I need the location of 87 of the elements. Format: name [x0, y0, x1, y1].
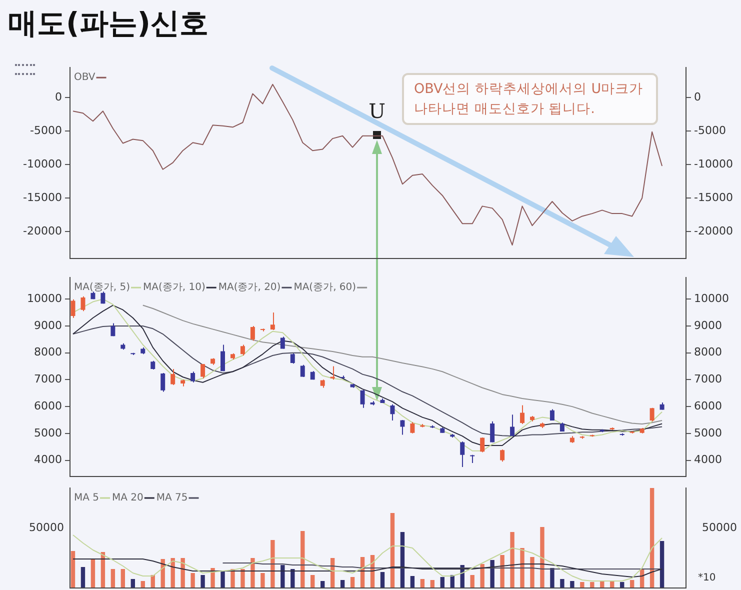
- bar: [510, 532, 514, 588]
- y2-tick-label: 6000: [694, 399, 722, 412]
- bar: [180, 558, 185, 588]
- bar: [130, 579, 135, 588]
- legend-label: OBV: [74, 72, 96, 84]
- y2-tick-label: -10000: [694, 158, 733, 171]
- bar: [120, 569, 126, 588]
- bar: [310, 575, 315, 588]
- bar: [420, 579, 425, 588]
- bar: [580, 582, 584, 588]
- bar: [380, 572, 385, 588]
- y2-tick-label: 9000: [694, 318, 722, 332]
- annotation: OBV선의 하락추세상에서의 U마크가 나타나면 매도신호가 됩니다.: [402, 73, 658, 125]
- bar: [560, 579, 564, 588]
- bar: [140, 581, 145, 588]
- bar: [350, 577, 355, 588]
- bar: [100, 552, 106, 588]
- y-tick-label: -10000: [23, 158, 62, 171]
- y2-tick-label: 7000: [694, 372, 722, 386]
- candlestick: [330, 366, 335, 380]
- legend-label: MA(종가, 60): [294, 282, 356, 294]
- legend-label: MA 20: [112, 492, 144, 504]
- y2-tick-label: 4000: [694, 453, 722, 466]
- text: 50000: [29, 520, 64, 534]
- bar: [490, 560, 494, 588]
- bar: [550, 568, 554, 588]
- y-tick-label: -15000: [23, 191, 62, 204]
- y-tick-label: 9000: [34, 318, 62, 332]
- bar: [570, 581, 574, 588]
- bar: [520, 548, 524, 588]
- bar: [110, 569, 116, 588]
- y2-tick-label: -20000: [694, 224, 733, 238]
- y-tick-label: 10000: [27, 292, 62, 305]
- bar: [590, 582, 594, 588]
- bar: [470, 575, 474, 588]
- bar: [190, 573, 195, 588]
- text: 50000: [702, 520, 737, 534]
- bar: [170, 558, 175, 588]
- y2-tick-label: 10000: [694, 292, 729, 305]
- bar: [630, 580, 634, 588]
- bar: [290, 569, 295, 588]
- text: *10: [698, 572, 716, 584]
- y2-tick-label: -5000: [694, 124, 726, 138]
- bar: [250, 558, 255, 588]
- bar: [300, 531, 305, 588]
- bar: [80, 567, 86, 588]
- bar: [320, 581, 325, 588]
- legend-label: MA 5: [74, 492, 100, 504]
- bar: [440, 577, 444, 588]
- y-tick-label: 8000: [34, 346, 62, 359]
- bar: [340, 580, 345, 588]
- bar: [280, 565, 285, 588]
- bar: [200, 575, 205, 588]
- bar: [220, 571, 225, 588]
- bar: [660, 541, 664, 588]
- bar: [430, 580, 435, 588]
- bar: [70, 551, 76, 588]
- y2-tick-label: -15000: [694, 191, 733, 204]
- bar: [500, 555, 504, 588]
- bar: [650, 488, 654, 588]
- bar: [390, 513, 395, 588]
- legend-label: MA(종가, 10): [142, 282, 206, 294]
- legend-label: MA 75: [156, 492, 188, 504]
- y-tick-label: 5000: [34, 426, 62, 440]
- bar: [260, 573, 265, 588]
- bar: [270, 540, 275, 588]
- y-tick-label: 0: [55, 90, 62, 104]
- y-tick-label: 4000: [34, 453, 62, 466]
- bar: [400, 532, 405, 588]
- legend-label: MA(종가, 20): [218, 282, 281, 294]
- bar: [240, 569, 245, 588]
- y2-tick-label: 8000: [694, 346, 722, 359]
- bar: [530, 557, 534, 588]
- y-tick-label: 7000: [34, 372, 62, 386]
- y2-tick-label: 0: [694, 90, 701, 104]
- legend-label: MA(종가, 5): [74, 282, 130, 294]
- annotation: U: [368, 99, 386, 124]
- bar: [90, 559, 96, 588]
- y-tick-label: 6000: [34, 399, 62, 412]
- bar: [410, 576, 415, 588]
- bar: [620, 582, 624, 588]
- chart-title: 매도(파는)신호: [8, 5, 209, 42]
- y-tick-label: -5000: [30, 124, 62, 138]
- y2-tick-label: 5000: [694, 426, 722, 440]
- y-tick-label: -20000: [23, 224, 62, 238]
- bar: [480, 564, 484, 588]
- bar: [540, 527, 544, 588]
